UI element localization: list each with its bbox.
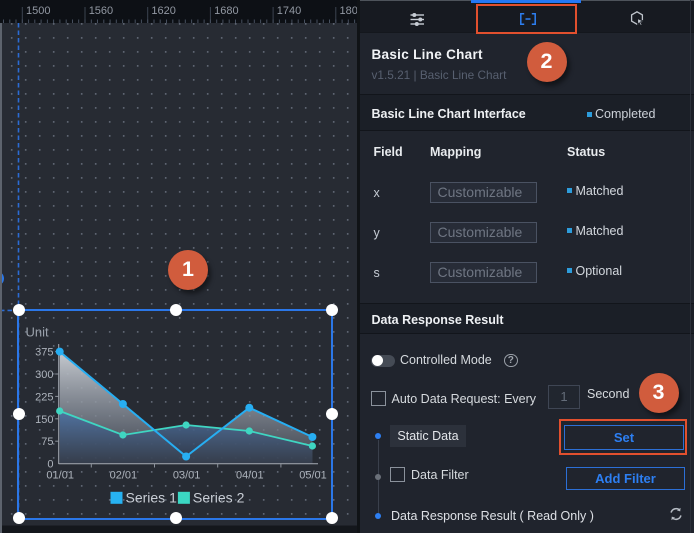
svg-text:Series 1: Series 1 xyxy=(126,490,178,506)
svg-text:375: 375 xyxy=(35,347,53,359)
svg-text:1620: 1620 xyxy=(151,5,175,17)
svg-text:0: 0 xyxy=(47,459,53,471)
svg-text:1740: 1740 xyxy=(277,5,301,17)
svg-text:300: 300 xyxy=(35,369,53,381)
svg-text:1800: 1800 xyxy=(340,5,358,17)
svg-text:04/01: 04/01 xyxy=(236,470,264,482)
svg-text:Series 2: Series 2 xyxy=(193,490,245,506)
svg-text:01/01: 01/01 xyxy=(46,470,74,482)
svg-text:05/01: 05/01 xyxy=(299,470,327,482)
svg-text:75: 75 xyxy=(41,436,53,448)
svg-text:1500: 1500 xyxy=(26,5,50,17)
svg-text:225: 225 xyxy=(35,391,53,403)
svg-text:1680: 1680 xyxy=(214,5,238,17)
svg-text:150: 150 xyxy=(35,414,53,426)
svg-text:02/01: 02/01 xyxy=(110,470,138,482)
svg-text:1560: 1560 xyxy=(89,5,113,17)
svg-text:03/01: 03/01 xyxy=(173,470,201,482)
svg-text:Unit: Unit xyxy=(26,325,50,340)
